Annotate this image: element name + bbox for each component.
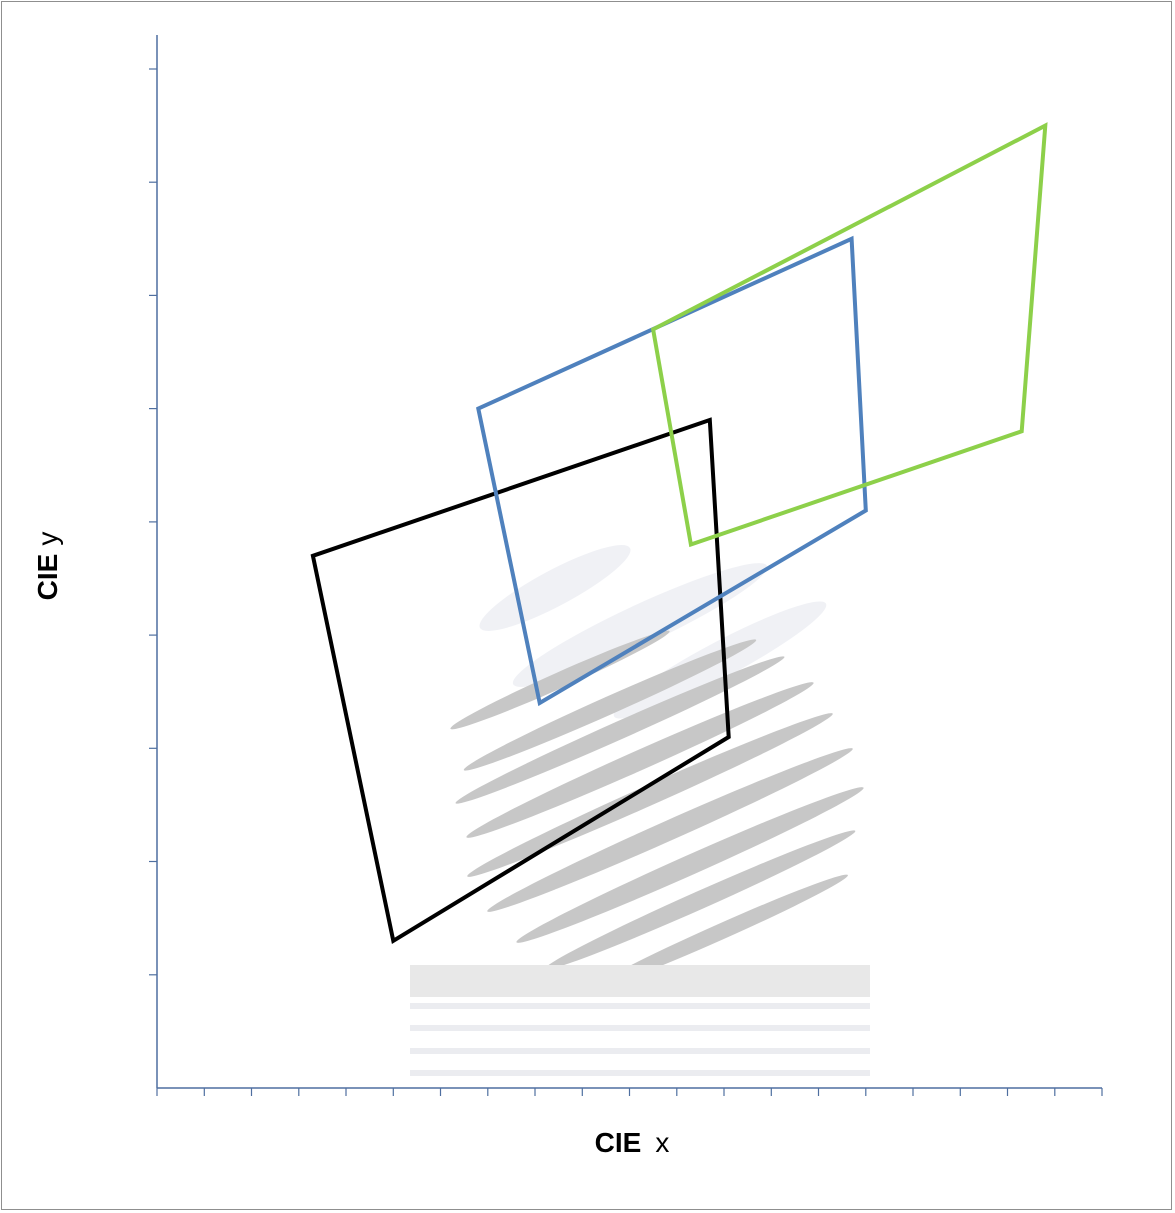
axes: [149, 35, 1103, 1096]
ghost-bar: [410, 965, 870, 997]
ghost-stripe: [463, 639, 757, 771]
ghost-bar: [410, 1070, 870, 1076]
y-axis-title: CIE y: [32, 532, 63, 601]
series-group: [310, 122, 1048, 944]
x-ticks: [156, 1088, 1103, 1096]
ghost-stripe: [487, 748, 853, 912]
background-artifacts: [410, 545, 870, 1076]
y-ticks: [149, 68, 157, 976]
ghost-ellipse: [479, 545, 631, 631]
series-line-2: [476, 235, 868, 707]
y-axis-title-bold: CIE: [32, 554, 63, 601]
series-line-3: [650, 122, 1048, 548]
ghost-stripe: [516, 787, 864, 943]
ghost-stripe: [450, 630, 670, 730]
x-axis-title-bold: CIE: [595, 1127, 642, 1158]
ghost-stripe: [592, 874, 848, 990]
ghost-stripe: [467, 713, 833, 877]
x-axis-title: CIE x: [595, 1127, 670, 1158]
series-line-1: [310, 417, 731, 944]
ghost-ellipse: [512, 563, 768, 687]
ghost-stripe: [544, 830, 856, 970]
ghost-bar: [410, 1003, 870, 1009]
ghost-bar: [410, 1048, 870, 1054]
ghost-bar: [410, 1025, 870, 1031]
y-axis-title-var: y: [32, 532, 63, 546]
ghost-stripe: [455, 656, 785, 804]
x-axis-title-var: x: [655, 1127, 669, 1158]
